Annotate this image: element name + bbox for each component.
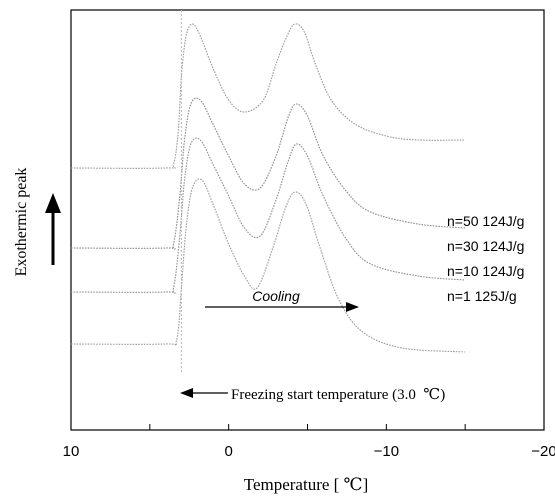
series-line-n1 — [70, 178, 466, 353]
series-label-n10: n=10 124J/g — [447, 263, 524, 279]
y-arrow-head — [45, 193, 61, 213]
x-tick-label: −10 — [374, 443, 399, 460]
series-label-n1: n=1 125J/g — [447, 288, 517, 304]
x-tick-label: 0 — [224, 443, 232, 460]
series-line-n50 — [70, 23, 466, 169]
freezing-label: Freezing start temperature (3.0 ℃) — [231, 387, 445, 403]
y-axis-label: Exothermic peak — [13, 168, 30, 277]
x-axis-label: Temperature [ ℃] — [244, 475, 369, 494]
series-label-n30: n=30 124J/g — [447, 238, 524, 254]
x-ticks: 10 0 −10 −20 — [63, 424, 555, 460]
series-line-n30 — [70, 97, 466, 250]
cooling-arrow-head — [346, 302, 359, 312]
series-labels: n=50 124J/g n=30 124J/g n=10 124J/g n=1 125… — [447, 213, 524, 304]
freezing-arrow-head — [180, 388, 193, 398]
x-tick-label: 10 — [63, 443, 80, 460]
cooling-label: Cooling — [252, 288, 300, 304]
series-label-n50: n=50 124J/g — [447, 213, 524, 229]
series-line-n10 — [70, 137, 466, 294]
x-tick-label: −20 — [531, 443, 555, 460]
